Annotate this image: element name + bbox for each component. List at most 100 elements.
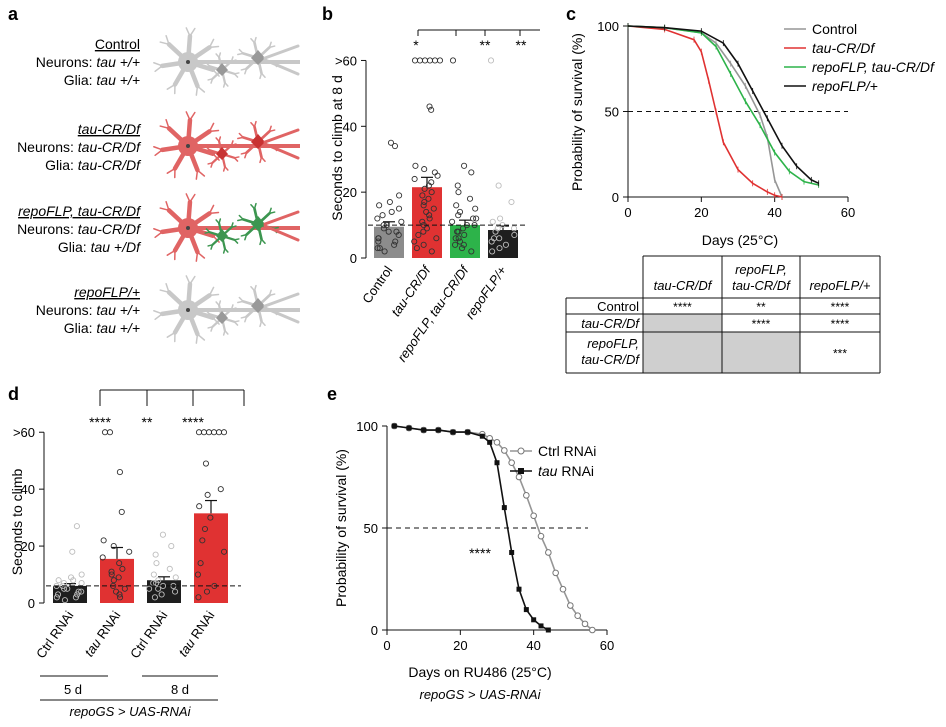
x-tick-label: 60 — [600, 638, 614, 653]
data-point — [375, 235, 382, 242]
dendrite-branch — [244, 151, 248, 159]
curve-marker — [487, 439, 493, 445]
data-point — [454, 182, 461, 189]
data-point — [204, 491, 211, 498]
data-point — [119, 565, 126, 572]
dendrite-branch — [233, 320, 240, 323]
table-row-header: Control — [597, 299, 639, 314]
dendrite-branch — [268, 207, 272, 215]
dendrite-branch — [210, 78, 214, 84]
dendrite-branch — [259, 320, 263, 328]
data-point — [72, 594, 79, 601]
data-point — [73, 523, 80, 530]
table-cell-empty — [722, 332, 800, 373]
significance-marker: ** — [480, 37, 491, 53]
data-point — [158, 591, 165, 598]
data-point — [108, 571, 115, 578]
data-point — [194, 571, 201, 578]
table-cell-empty — [643, 314, 722, 332]
dendrite-branch — [208, 286, 215, 297]
nucleus — [186, 60, 190, 64]
dendrite-branch — [260, 156, 266, 163]
dendrite-branch — [208, 38, 215, 49]
glia-line: Glia: tau-CR/Df — [45, 157, 142, 173]
data-point — [375, 238, 382, 245]
data-point — [116, 560, 123, 567]
dendrite-branch — [185, 275, 191, 285]
dendrite-branch — [185, 193, 191, 203]
table-row-header: repoFLP, — [587, 336, 639, 351]
dendrite-branch — [204, 231, 211, 234]
glia-soma — [216, 147, 228, 160]
data-point — [379, 212, 386, 219]
data-point — [203, 588, 211, 595]
bar — [412, 187, 442, 258]
data-point — [380, 225, 387, 232]
legend-label: tau RNAi — [538, 463, 594, 479]
data-point — [502, 241, 509, 248]
dendrite-branch — [253, 202, 257, 210]
data-point — [381, 248, 388, 255]
curve-marker — [435, 427, 441, 433]
data-point — [200, 429, 208, 436]
dendrite-branch — [259, 72, 263, 80]
x-tick-label: 60 — [841, 205, 855, 220]
data-point — [391, 143, 399, 150]
curve-marker — [538, 623, 544, 629]
data-point — [508, 198, 515, 206]
dendrite-branch — [268, 129, 276, 133]
dendrite-branch — [238, 296, 244, 303]
x-tick-label: 20 — [453, 638, 467, 653]
dendrite-branch — [215, 219, 220, 225]
data-point — [195, 429, 203, 436]
data-point — [54, 591, 62, 598]
curve-marker — [508, 459, 515, 467]
data-point — [426, 103, 433, 110]
data-point — [150, 571, 157, 578]
data-point — [116, 591, 123, 598]
neuron-illustration-repoflp — [153, 275, 300, 344]
data-point — [388, 208, 395, 215]
data-point — [391, 241, 398, 248]
data-point — [426, 215, 433, 222]
data-point — [159, 531, 166, 538]
data-point — [53, 594, 60, 601]
curve-marker — [465, 429, 471, 435]
data-point — [78, 580, 85, 587]
data-point — [385, 228, 392, 235]
dendrite-branch — [166, 167, 176, 174]
axon-terminal — [263, 142, 300, 160]
panel-e: e Probability of survival (%) Days on RU… — [327, 384, 614, 702]
data-point — [455, 228, 462, 235]
dendrite-branch — [189, 193, 196, 203]
axon-terminal — [263, 44, 300, 60]
dendrite-branch — [208, 204, 215, 215]
data-point — [78, 588, 85, 595]
axon-terminal — [263, 224, 300, 242]
curve-marker — [523, 607, 529, 613]
soma-right — [251, 134, 265, 149]
data-point — [455, 189, 462, 196]
legend-label: tau-CR/Df — [812, 40, 876, 56]
table-row-header: tau-CR/Df — [581, 352, 640, 367]
glia-soma — [216, 229, 228, 242]
y-tick-label: 20 — [21, 539, 35, 554]
data-point — [412, 162, 419, 169]
panel-c-label: c — [566, 4, 576, 24]
dendrite-branch — [215, 137, 220, 143]
survival-curve — [394, 425, 549, 631]
dendrite-branch — [238, 214, 244, 221]
dendrite-branch — [196, 169, 206, 177]
data-point — [106, 429, 114, 436]
data-point — [396, 192, 403, 199]
data-point — [210, 429, 218, 436]
data-point — [428, 179, 435, 186]
data-point — [428, 248, 435, 255]
dendrite-branch — [208, 122, 215, 133]
data-point — [461, 162, 468, 169]
data-point — [420, 241, 427, 248]
significance-marker: **** — [469, 545, 491, 561]
dendrite-branch — [195, 251, 199, 262]
genotype-repoflp-text: repoFLP/+ Neurons: tau +/+ Glia: tau +/+ — [36, 284, 140, 336]
y-tick-label: 50 — [605, 105, 619, 120]
